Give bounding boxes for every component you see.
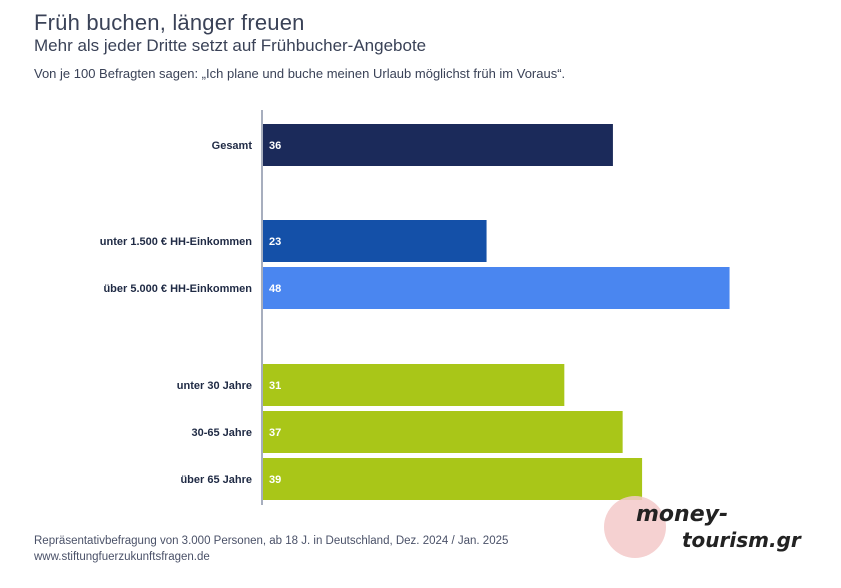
watermark-text-1: money- xyxy=(636,502,729,527)
value-label: 39 xyxy=(269,474,281,486)
bar xyxy=(263,124,613,166)
bar xyxy=(263,364,565,406)
value-label: 48 xyxy=(269,283,281,295)
bar xyxy=(263,267,730,309)
category-label: über 65 Jahre xyxy=(180,474,252,486)
chart-subtitle: Mehr als jeder Dritte setzt auf Frühbuch… xyxy=(34,36,427,55)
footer-source: Repräsentativbefragung von 3.000 Persone… xyxy=(34,535,509,547)
bar xyxy=(263,411,623,453)
bar-chart: Gesamt 36 unter 1.500 € HH-Einkommen 23 über… xyxy=(100,110,730,505)
value-label: 31 xyxy=(269,380,281,392)
value-label: 36 xyxy=(269,140,281,152)
value-label: 37 xyxy=(269,427,281,439)
category-label: unter 1.500 € HH-Einkommen xyxy=(100,236,252,248)
category-label: über 5.000 € HH-Einkommen xyxy=(103,283,252,295)
survey-question: Von je 100 Befragten sagen: „Ich plane u… xyxy=(34,66,566,81)
chart-title: Früh buchen, länger freuen xyxy=(34,10,305,35)
bar xyxy=(263,458,643,500)
category-label: 30-65 Jahre xyxy=(191,427,252,439)
bar xyxy=(263,220,487,262)
category-label: unter 30 Jahre xyxy=(177,380,252,392)
footer-url[interactable]: www.stiftungfuerzukunftsfragen.de xyxy=(34,551,210,563)
logo-circle-icon xyxy=(604,496,666,558)
watermark-logo: money- tourism.gr xyxy=(604,492,804,562)
watermark-text-2: tourism.gr xyxy=(682,528,801,552)
category-label: Gesamt xyxy=(212,140,253,152)
value-label: 23 xyxy=(269,236,281,248)
footer: Repräsentativbefragung von 3.000 Persone… xyxy=(34,533,508,565)
